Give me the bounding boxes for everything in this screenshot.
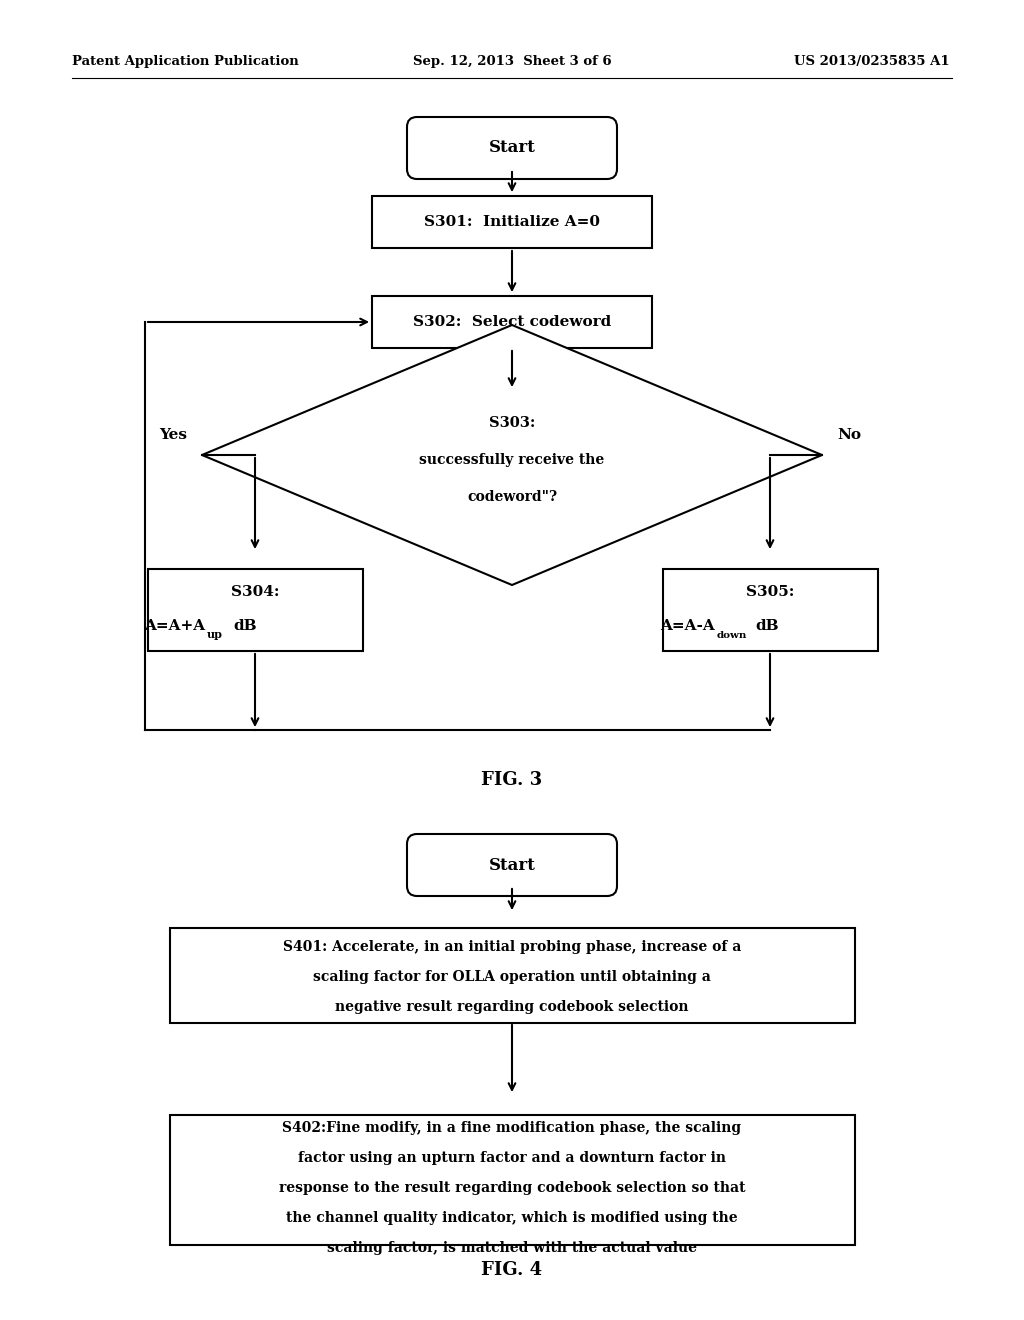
Text: No: No xyxy=(837,428,861,442)
Bar xyxy=(372,195,652,248)
Text: Start: Start xyxy=(488,857,536,874)
Text: codeword"?: codeword"? xyxy=(467,490,557,504)
Text: scaling factor for OLLA operation until obtaining a: scaling factor for OLLA operation until … xyxy=(313,970,711,983)
Text: up: up xyxy=(207,630,223,640)
Text: dB: dB xyxy=(233,619,257,634)
Text: S304:: S304: xyxy=(230,585,280,599)
Text: S401: Accelerate, in an initial probing phase, increase of a: S401: Accelerate, in an initial probing … xyxy=(283,940,741,954)
Text: factor using an upturn factor and a downturn factor in: factor using an upturn factor and a down… xyxy=(298,1151,726,1166)
Polygon shape xyxy=(202,325,822,585)
FancyBboxPatch shape xyxy=(407,834,617,896)
Text: Yes: Yes xyxy=(159,428,187,442)
FancyBboxPatch shape xyxy=(407,117,617,180)
Bar xyxy=(372,296,652,348)
Text: Start: Start xyxy=(488,140,536,157)
Text: successfully receive the: successfully receive the xyxy=(420,453,604,467)
Text: S302:  Select codeword: S302: Select codeword xyxy=(413,315,611,329)
Text: Patent Application Publication: Patent Application Publication xyxy=(72,55,299,69)
Bar xyxy=(170,928,855,1023)
Text: FIG. 3: FIG. 3 xyxy=(481,771,543,789)
Text: S402:Fine modify, in a fine modification phase, the scaling: S402:Fine modify, in a fine modification… xyxy=(283,1121,741,1135)
Text: S301:  Initialize A=0: S301: Initialize A=0 xyxy=(424,215,600,228)
Bar xyxy=(663,569,878,651)
Text: Sep. 12, 2013  Sheet 3 of 6: Sep. 12, 2013 Sheet 3 of 6 xyxy=(413,55,611,69)
Text: dB: dB xyxy=(755,619,778,634)
Text: scaling factor, is matched with the actual value: scaling factor, is matched with the actu… xyxy=(327,1241,697,1255)
Text: A=A+A: A=A+A xyxy=(144,619,205,634)
Text: response to the result regarding codebook selection so that: response to the result regarding codeboo… xyxy=(279,1181,745,1195)
Text: down: down xyxy=(717,631,748,640)
Text: US 2013/0235835 A1: US 2013/0235835 A1 xyxy=(795,55,950,69)
Text: FIG. 4: FIG. 4 xyxy=(481,1261,543,1279)
Text: the channel quality indicator, which is modified using the: the channel quality indicator, which is … xyxy=(286,1210,738,1225)
Text: S305:: S305: xyxy=(745,585,795,599)
Text: negative result regarding codebook selection: negative result regarding codebook selec… xyxy=(335,1001,689,1014)
Text: S303:: S303: xyxy=(488,416,536,430)
Text: A=A-A: A=A-A xyxy=(660,619,715,634)
Bar xyxy=(170,1115,855,1245)
Bar xyxy=(148,569,362,651)
